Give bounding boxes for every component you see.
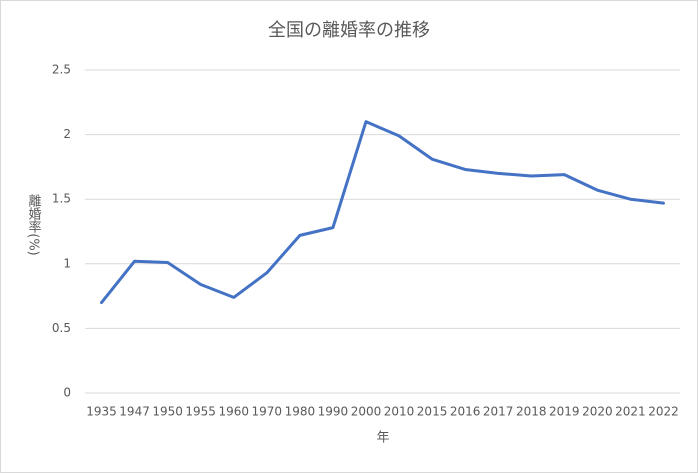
y-tick-label: 2 xyxy=(63,127,71,141)
x-tick-label: 2018 xyxy=(516,405,547,419)
x-tick-label: 2021 xyxy=(615,405,646,419)
x-tick-label: 2022 xyxy=(648,405,679,419)
x-tick-label: 2016 xyxy=(450,405,481,419)
y-tick-label: 2.5 xyxy=(52,63,71,77)
data-line xyxy=(100,120,665,305)
x-tick-label: 1947 xyxy=(119,405,150,419)
x-tick-label: 1960 xyxy=(218,405,249,419)
x-tick-label: 1980 xyxy=(285,405,316,419)
x-tick-label: 2010 xyxy=(384,405,415,419)
x-tick-label: 2019 xyxy=(549,405,580,419)
x-tick-label: 2017 xyxy=(483,405,514,419)
x-tick-label: 2015 xyxy=(417,405,448,419)
x-tick-label: 1935 xyxy=(86,405,117,419)
x-tick-label: 1970 xyxy=(252,405,283,419)
x-tick-label: 2000 xyxy=(351,405,382,419)
y-axis-title: 離婚率(%) xyxy=(26,194,42,256)
x-tick-label: 2020 xyxy=(582,405,613,419)
y-tick-label: 0 xyxy=(63,386,71,400)
x-tick-label: 1955 xyxy=(185,405,216,419)
x-tick-label: 1950 xyxy=(152,405,183,419)
x-tick-label: 1990 xyxy=(318,405,349,419)
y-tick-label: 1.5 xyxy=(52,192,71,206)
y-tick-label: 1 xyxy=(63,256,71,270)
x-axis-title: 年 xyxy=(376,431,389,446)
y-tick-label: 0.5 xyxy=(52,321,71,335)
chart-title: 全国の離婚率の推移 xyxy=(268,20,430,41)
